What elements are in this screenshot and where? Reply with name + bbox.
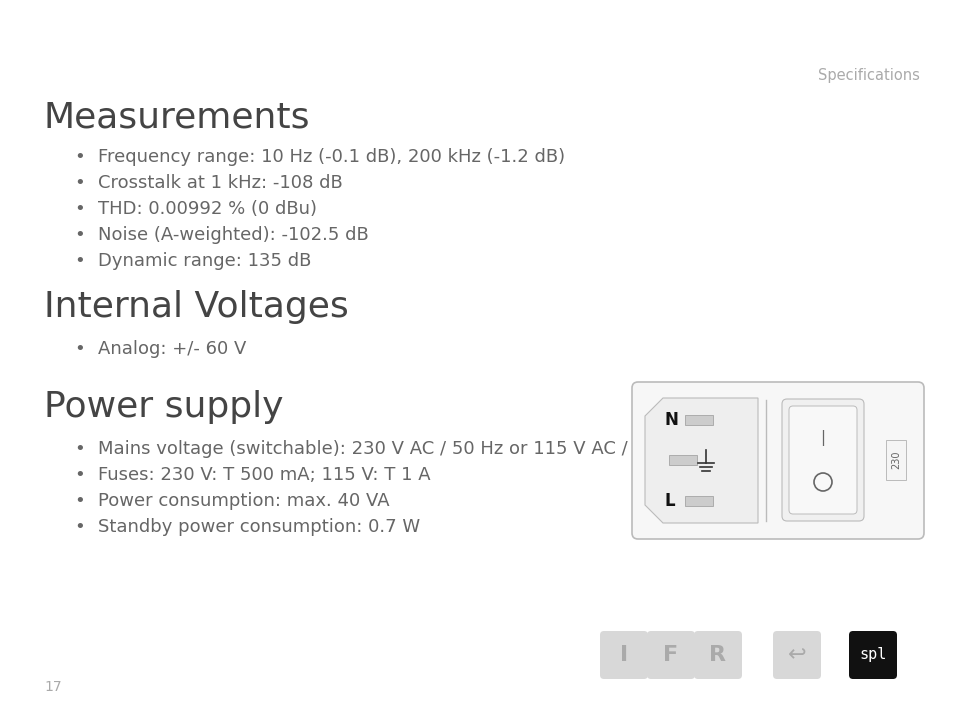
Text: •: • (74, 200, 85, 218)
Text: N: N (664, 411, 679, 429)
Text: Standby power consumption: 0.7 W: Standby power consumption: 0.7 W (98, 518, 419, 536)
Text: •: • (74, 518, 85, 536)
Text: 17: 17 (44, 680, 62, 694)
Polygon shape (644, 398, 758, 523)
Bar (684, 415, 712, 425)
Text: •: • (74, 148, 85, 166)
FancyBboxPatch shape (693, 631, 741, 679)
Text: Internal Voltages: Internal Voltages (44, 290, 349, 324)
Text: ↩: ↩ (787, 645, 805, 665)
Text: R: R (709, 645, 726, 665)
Text: 230: 230 (890, 451, 900, 469)
FancyBboxPatch shape (772, 631, 821, 679)
Bar (885, 440, 905, 480)
Text: Frequency range: 10 Hz (-0.1 dB), 200 kHz (-1.2 dB): Frequency range: 10 Hz (-0.1 dB), 200 kH… (98, 148, 564, 166)
Text: Analog: +/- 60 V: Analog: +/- 60 V (98, 340, 246, 358)
Bar (684, 496, 712, 506)
Text: •: • (74, 340, 85, 358)
FancyBboxPatch shape (848, 631, 896, 679)
Text: •: • (74, 466, 85, 484)
FancyBboxPatch shape (788, 406, 856, 514)
Text: •: • (74, 492, 85, 510)
FancyBboxPatch shape (599, 631, 647, 679)
Text: •: • (74, 252, 85, 270)
Text: Power consumption: max. 40 VA: Power consumption: max. 40 VA (98, 492, 389, 510)
FancyBboxPatch shape (781, 399, 863, 521)
Text: Crosstalk at 1 kHz: -108 dB: Crosstalk at 1 kHz: -108 dB (98, 174, 342, 192)
Text: •: • (74, 440, 85, 458)
Text: Measurements: Measurements (44, 100, 310, 134)
Text: Power supply: Power supply (44, 390, 283, 424)
Text: •: • (74, 226, 85, 244)
Text: Mains voltage (switchable): 230 V AC / 50 Hz or 115 V AC / 60 Hz: Mains voltage (switchable): 230 V AC / 5… (98, 440, 684, 458)
Text: F: F (662, 645, 678, 665)
FancyBboxPatch shape (631, 382, 923, 539)
Text: Noise (A-weighted): -102.5 dB: Noise (A-weighted): -102.5 dB (98, 226, 369, 244)
Bar (668, 455, 697, 465)
Text: I: I (619, 645, 627, 665)
FancyBboxPatch shape (646, 631, 695, 679)
Text: Dynamic range: 135 dB: Dynamic range: 135 dB (98, 252, 311, 270)
Text: spl: spl (859, 647, 885, 662)
Text: Fuses: 230 V: T 500 mA; 115 V: T 1 A: Fuses: 230 V: T 500 mA; 115 V: T 1 A (98, 466, 430, 484)
Text: THD: 0.00992 % (0 dBu): THD: 0.00992 % (0 dBu) (98, 200, 316, 218)
Text: •: • (74, 174, 85, 192)
Text: Specifications: Specifications (818, 68, 919, 83)
Text: L: L (664, 492, 675, 510)
Text: |: | (820, 430, 824, 446)
